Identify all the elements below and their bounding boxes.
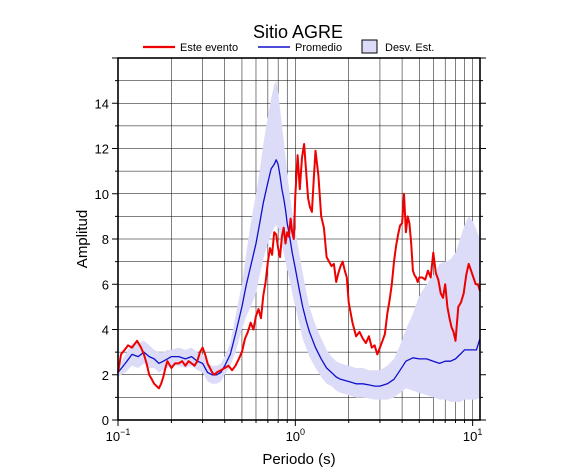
y-tick-label: 0 (102, 413, 109, 428)
axis-ticks (112, 57, 486, 426)
x-tick-label: 101 (463, 427, 482, 444)
x-axis-label: Periodo (s) (262, 451, 335, 468)
x-tick-labels: 10−1 100 101 (106, 427, 483, 444)
x-tick-label: 100 (286, 427, 305, 444)
std-dev-band (118, 80, 480, 402)
legend-label-este-evento: Este evento (180, 42, 238, 54)
legend: Este evento Promedio Desv. Est. (143, 39, 434, 54)
legend-label-desv-est: Desv. Est. (385, 42, 434, 54)
x-tick-label: 10−1 (106, 427, 131, 444)
y-tick-label: 2 (102, 368, 109, 383)
y-tick-labels: 0 2 4 6 8 10 12 14 (95, 96, 109, 428)
este-evento-line (117, 143, 481, 390)
y-tick-label: 14 (95, 96, 109, 111)
y-tick-label: 6 (102, 277, 109, 292)
y-tick-label: 4 (102, 323, 109, 338)
y-axis-label: Amplitud (74, 210, 91, 268)
promedio-line (117, 159, 481, 387)
legend-swatch-desv-est (361, 39, 378, 54)
chart-title: Sitio AGRE (253, 22, 343, 42)
y-tick-label: 8 (102, 232, 109, 247)
y-tick-label: 10 (95, 187, 109, 202)
legend-label-promedio: Promedio (295, 42, 342, 54)
y-tick-label: 12 (95, 142, 109, 157)
